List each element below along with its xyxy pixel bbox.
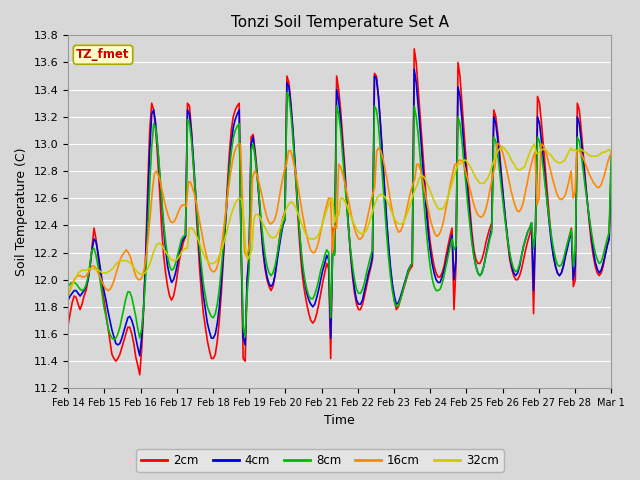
Y-axis label: Soil Temperature (C): Soil Temperature (C) [15, 147, 28, 276]
Legend: 2cm, 4cm, 8cm, 16cm, 32cm: 2cm, 4cm, 8cm, 16cm, 32cm [136, 449, 504, 472]
Text: TZ_fmet: TZ_fmet [76, 48, 130, 61]
Title: Tonzi Soil Temperature Set A: Tonzi Soil Temperature Set A [230, 15, 449, 30]
X-axis label: Time: Time [324, 414, 355, 427]
